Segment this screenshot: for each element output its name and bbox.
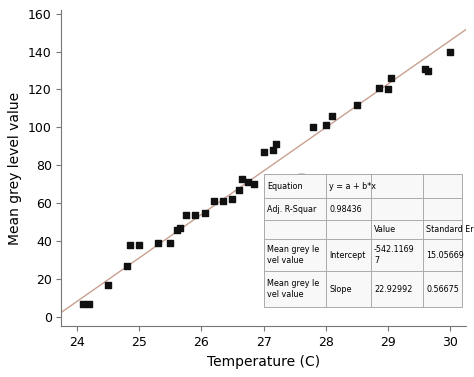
Point bbox=[260, 149, 267, 155]
Point bbox=[238, 176, 246, 182]
Point bbox=[244, 179, 252, 185]
Point bbox=[219, 198, 227, 204]
Point bbox=[191, 211, 199, 218]
Point bbox=[425, 67, 432, 74]
Point bbox=[269, 147, 277, 153]
Text: 0.98436: 0.98436 bbox=[329, 205, 362, 214]
Text: -542.1169
7: -542.1169 7 bbox=[374, 245, 415, 265]
Point bbox=[235, 187, 243, 193]
Point bbox=[272, 141, 280, 147]
Point bbox=[353, 102, 361, 108]
Point bbox=[182, 211, 190, 218]
Text: Adj. R-Squar: Adj. R-Squar bbox=[267, 205, 316, 214]
Point bbox=[322, 123, 329, 129]
Point bbox=[104, 282, 112, 288]
Text: 22.92992: 22.92992 bbox=[374, 285, 412, 294]
Point bbox=[123, 263, 130, 269]
Text: Slope: Slope bbox=[329, 285, 352, 294]
Text: Equation: Equation bbox=[267, 182, 302, 191]
Text: Mean grey le
vel value: Mean grey le vel value bbox=[267, 245, 319, 265]
Point bbox=[136, 242, 143, 248]
Text: Intercept: Intercept bbox=[329, 251, 366, 260]
Point bbox=[387, 75, 395, 81]
Text: y = a + b*x: y = a + b*x bbox=[329, 182, 376, 191]
Text: 0.56675: 0.56675 bbox=[427, 285, 459, 294]
Point bbox=[173, 227, 180, 233]
Point bbox=[375, 84, 383, 90]
Y-axis label: Mean grey level value: Mean grey level value bbox=[9, 92, 22, 245]
Point bbox=[154, 240, 162, 246]
Point bbox=[447, 49, 454, 55]
FancyBboxPatch shape bbox=[264, 175, 462, 307]
Point bbox=[228, 196, 236, 202]
Point bbox=[176, 225, 183, 231]
Point bbox=[310, 124, 317, 130]
X-axis label: Temperature (C): Temperature (C) bbox=[207, 355, 320, 369]
Point bbox=[384, 86, 392, 92]
Text: 15.05669: 15.05669 bbox=[427, 251, 465, 260]
Point bbox=[328, 113, 336, 119]
Point bbox=[126, 242, 134, 248]
Text: Value: Value bbox=[374, 225, 396, 234]
Text: Mean grey le
vel value: Mean grey le vel value bbox=[267, 279, 319, 299]
Point bbox=[201, 210, 208, 216]
Point bbox=[166, 240, 174, 246]
Text: Standard Err: Standard Err bbox=[427, 225, 474, 234]
Point bbox=[421, 66, 429, 72]
Point bbox=[297, 174, 305, 180]
Point bbox=[86, 300, 93, 307]
Point bbox=[80, 300, 87, 307]
Point bbox=[210, 198, 218, 204]
Point bbox=[250, 181, 258, 187]
